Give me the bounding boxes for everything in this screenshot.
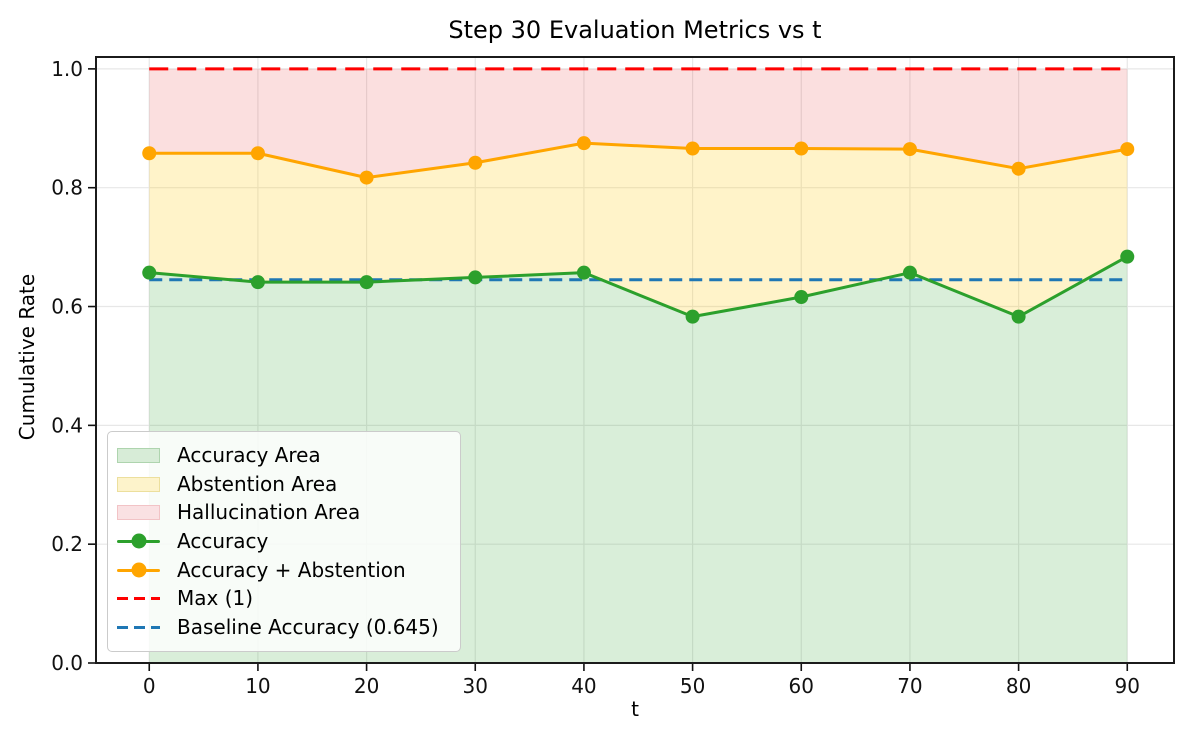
y-tick-label: 0.8 xyxy=(51,176,83,200)
legend-item-label: Accuracy Area xyxy=(177,443,321,467)
x-axis-label: t xyxy=(631,697,639,721)
legend-item-baseline-accuracy-0-645: Baseline Accuracy (0.645) xyxy=(117,614,450,641)
y-tick-label: 0.4 xyxy=(51,413,83,437)
accuracy-plus-abstention-series xyxy=(142,136,1135,185)
legend-swatch-patch-icon xyxy=(117,476,160,492)
hallucination-area xyxy=(149,68,1128,178)
legend-item-abstention-area: Abstention Area xyxy=(117,471,450,498)
y-tick-label: 1.0 xyxy=(51,57,83,81)
accuracy-marker xyxy=(794,290,809,305)
legend-swatch-patch-icon xyxy=(117,505,160,521)
areas xyxy=(149,68,1128,663)
legend-item-label: Accuracy + Abstention xyxy=(177,557,406,582)
legend-swatch-dashed-icon xyxy=(117,625,160,629)
x-tick-label: 20 xyxy=(354,674,379,698)
legend-item-label: Hallucination Area xyxy=(177,500,361,525)
accuracy-marker xyxy=(468,270,483,285)
x-tick-label: 70 xyxy=(897,674,922,698)
axis-ticks: 0 10 20 30 40 50 60 70 80 90 0.0 0.2 0.4 0.6 0.8 1.0 xyxy=(51,57,1140,698)
accuracy-plus-abstention-marker xyxy=(359,170,374,185)
legend-swatch-patch-icon xyxy=(117,448,160,463)
accuracy-plus-abstention-marker xyxy=(794,141,809,156)
accuracy-marker xyxy=(1120,249,1135,264)
legend-item-label: Accuracy xyxy=(177,528,269,553)
legend-item-max-1: Max (1) xyxy=(117,585,450,612)
legend-swatch-dashed-icon xyxy=(117,597,160,601)
plot-border xyxy=(95,56,1175,664)
x-tick-label: 30 xyxy=(463,674,488,698)
accuracy-plus-abstention-marker xyxy=(685,141,700,156)
accuracy-plus-abstention-marker xyxy=(250,146,265,161)
x-tick-label: 80 xyxy=(1006,674,1031,698)
legend-item-accuracy-abstention: Accuracy + Abstention xyxy=(117,557,450,584)
legend-item-label: Max (1) xyxy=(177,586,254,611)
accuracy-marker xyxy=(685,309,700,324)
accuracy-plus-abstention-marker xyxy=(576,136,591,151)
legend-swatch-line-icon xyxy=(117,533,160,549)
accuracy-plus-abstention-marker xyxy=(902,142,917,157)
legend-item-hallucination-area: Hallucination Area xyxy=(117,499,450,526)
accuracy-marker xyxy=(359,275,374,290)
x-tick-label: 50 xyxy=(680,674,705,698)
legend-item-label: Abstention Area xyxy=(177,471,338,496)
x-tick-label: 10 xyxy=(245,674,270,698)
legend-swatch-line-icon xyxy=(117,562,160,578)
accuracy-marker xyxy=(902,265,917,280)
accuracy-plus-abstention-marker xyxy=(142,146,157,161)
x-tick-label: 0 xyxy=(143,674,156,698)
y-tick-label: 0.2 xyxy=(51,532,83,556)
chart-title: Step 30 Evaluation Metrics vs t xyxy=(448,16,822,44)
y-axis-label: Cumulative Rate xyxy=(15,273,39,441)
abstention-area xyxy=(149,143,1128,317)
legend: Accuracy Area Abstention Area Hallucinatio… xyxy=(107,431,461,652)
legend-item-accuracy-area: Accuracy Area xyxy=(117,442,450,469)
legend-item-accuracy: Accuracy xyxy=(117,528,450,555)
x-tick-label: 60 xyxy=(789,674,814,698)
accuracy-plus-abstention-marker xyxy=(468,155,483,170)
x-tick-label: 40 xyxy=(571,674,596,698)
legend-item-label: Baseline Accuracy (0.645) xyxy=(177,614,439,639)
legend-marker-dot-icon xyxy=(131,562,146,578)
accuracy-marker xyxy=(1011,309,1026,324)
accuracy-marker xyxy=(576,265,591,280)
accuracy-marker xyxy=(142,265,157,280)
accuracy-plus-abstention-marker xyxy=(1120,142,1135,157)
accuracy-marker xyxy=(250,275,265,290)
accuracy-line xyxy=(149,255,1128,319)
y-tick-label: 0.6 xyxy=(51,295,83,319)
accuracy-plus-abstention-marker xyxy=(1011,161,1026,176)
legend-marker-dot-icon xyxy=(131,533,146,549)
accuracy-series xyxy=(142,249,1135,324)
x-tick-label: 90 xyxy=(1115,674,1140,698)
accuracy-plus-abstention-line xyxy=(149,141,1128,180)
y-tick-label: 0.0 xyxy=(51,651,83,675)
